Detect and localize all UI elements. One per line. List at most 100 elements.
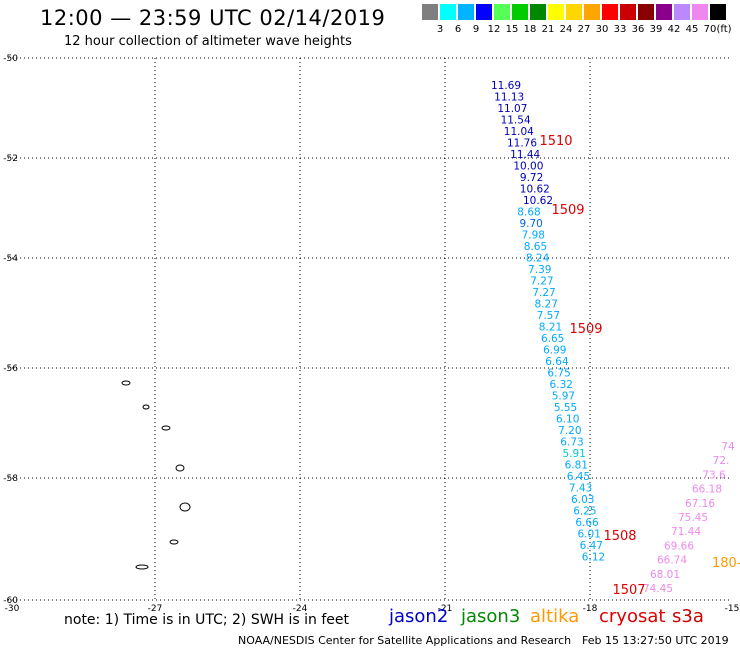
time-labels: 1510 1509 1509 1508 1507 180- (539, 134, 740, 598)
scale-swatch (512, 4, 528, 20)
island-outline (175, 464, 185, 472)
wave-height-value: 7.27 (530, 276, 553, 288)
scale-label: 3 (436, 24, 444, 35)
wave-height-value: 6.45 (567, 471, 590, 483)
wave-height-value: 66.74 (657, 555, 687, 567)
scale-swatch (458, 4, 474, 20)
wave-height-value: 72. (713, 455, 730, 467)
island-outline (161, 425, 171, 431)
wave-height-value: 66.18 (692, 484, 722, 496)
wave-height-value: 5.91 (562, 448, 585, 460)
track-time-label: 1510 (539, 134, 572, 149)
wave-height-value: 6.10 (556, 414, 579, 426)
wave-height-value: 8.27 (535, 299, 558, 311)
scale-label: 15 (505, 24, 519, 35)
scale-swatch (692, 4, 708, 20)
scale-label: 45 (685, 24, 699, 35)
footer-timestamp: Feb 15 13:27:50 UTC 2019 (582, 634, 729, 647)
wave-height-value: 74 (721, 441, 735, 453)
scale-swatch (548, 4, 564, 20)
wave-height-value: 6.66 (575, 517, 599, 529)
wave-height-value: 9.70 (519, 218, 542, 230)
wave-height-value: 5.55 (554, 402, 577, 414)
satellite-legend-cryosat: cryosat (599, 606, 666, 627)
wave-height-value: 11.13 (494, 92, 524, 104)
wave-height-value: 71.44 (671, 526, 701, 538)
scale-label: 36 (631, 24, 645, 35)
lon-label: -21 (438, 604, 453, 614)
scale-swatch (584, 4, 600, 20)
scale-label: 27 (577, 24, 591, 35)
scale-label: 30 (595, 24, 609, 35)
wave-height-value: 7.39 (528, 264, 551, 276)
wave-height-value: 8.68 (517, 207, 540, 219)
wave-height-value: 11.69 (491, 80, 521, 92)
wave-height-value: 7.98 (522, 230, 545, 242)
lat-label: -56 (3, 364, 18, 374)
lat-label: -50 (3, 54, 18, 64)
scale-label: 6 (454, 24, 462, 35)
wave-height-value: 6.65 (541, 333, 564, 345)
scale-swatch (494, 4, 510, 20)
wave-height-value: 6.75 (547, 368, 570, 380)
wave-height-value: 6.01 (578, 529, 601, 541)
footer-credit: NOAA/NESDIS Center for Satellite Applica… (238, 634, 572, 647)
wave-height-value: 6.32 (550, 379, 573, 391)
wave-height-value: 69.66 (664, 540, 694, 552)
wave-height-values: 11.6911.1311.0711.5411.0411.7611.4410.00… (491, 80, 735, 595)
scale-swatch (710, 4, 726, 20)
scale-label: 12 (487, 24, 501, 35)
lon-label: -18 (583, 604, 598, 614)
wave-height-value: 68.01 (650, 569, 680, 581)
scale-label: 9 (472, 24, 480, 35)
wave-height-value: 8.65 (524, 241, 547, 253)
scale-swatch (566, 4, 582, 20)
wave-height-value: 8.24 (526, 253, 550, 265)
scale-label: 42 (667, 24, 681, 35)
lat-label: -52 (3, 154, 18, 164)
lat-label: -54 (3, 254, 18, 264)
wave-height-value: 6.81 (565, 460, 588, 472)
lon-label: -15 (725, 604, 740, 614)
lon-label: -27 (148, 604, 163, 614)
units-note: note: 1) Time is in UTC; 2) SWH is in fe… (64, 612, 350, 628)
island-outline (142, 404, 150, 410)
lat-label: -60 (3, 596, 18, 606)
scale-swatch (674, 4, 690, 20)
wave-height-value: 10.62 (520, 184, 550, 196)
wave-height-value: 9.72 (520, 172, 543, 184)
scale-swatch (638, 4, 654, 20)
scale-label: 70 (703, 24, 717, 35)
scale-label: 21 (541, 24, 555, 35)
island-outline (135, 564, 149, 570)
island-outline (121, 380, 131, 386)
altika-value: 180- (712, 556, 740, 571)
map-subtitle: 12 hour collection of altimeter wave hei… (64, 34, 352, 49)
island-outline (179, 502, 191, 512)
wave-height-value: 11.07 (497, 103, 527, 115)
wave-height-value: 11.04 (504, 126, 534, 138)
wave-height-value: 8.21 (539, 322, 562, 334)
scale-unit: (ft) (716, 24, 732, 35)
axis-tick-labels: -50 -52 -54 -56 -58 -60-30 -27 -24 -21 -18 -15 (3, 54, 739, 614)
map-title: 12:00 — 23:59 UTC 02/14/2019 (40, 6, 386, 30)
wave-height-value: 7.43 (569, 483, 592, 495)
map-grid (8, 58, 732, 600)
scale-swatch (602, 4, 618, 20)
wave-height-value: 5.97 (552, 391, 575, 403)
scale-swatch (422, 4, 438, 20)
track-time-label: 1509 (551, 203, 584, 218)
scale-label: 33 (613, 24, 627, 35)
track-time-label: 1509 (569, 322, 602, 337)
map-frame (8, 57, 732, 601)
satellite-legend-jason2: jason2 (389, 606, 449, 627)
scale-swatch (476, 4, 492, 20)
wave-height-value: 7.20 (558, 425, 581, 437)
wave-height-value: 11.54 (501, 115, 531, 127)
wave-height-value: 11.44 (510, 149, 540, 161)
wave-height-value: 6.25 (573, 506, 596, 518)
wave-height-value: 67.16 (685, 498, 715, 510)
wave-height-value: 6.73 (560, 437, 583, 449)
scale-swatch (620, 4, 636, 20)
